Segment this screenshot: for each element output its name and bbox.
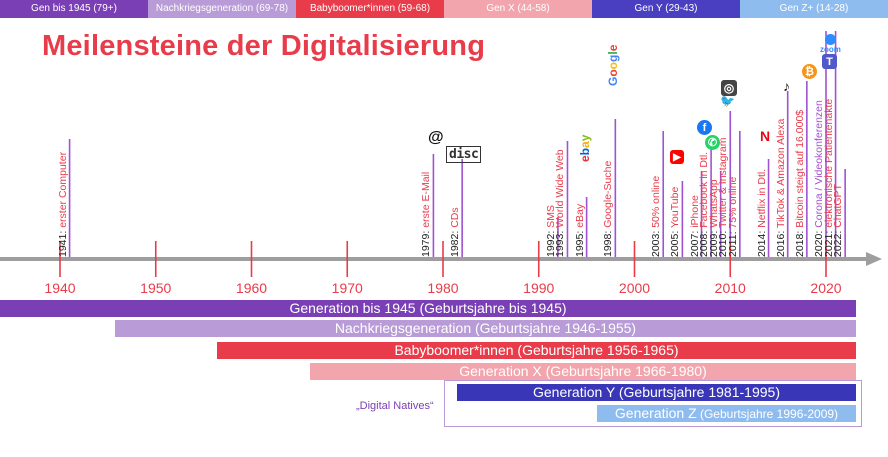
legend-segment-1: Nachkriegsgeneration (69-78): [148, 0, 296, 18]
legend-segment-3: Gen X (44-58): [444, 0, 592, 18]
event-text: erster Computer: [56, 151, 69, 228]
event-label-1979: 1979: erste E-Mail: [420, 171, 433, 257]
event-text: CDs: [449, 207, 462, 228]
event-label-2011: 2011: 75% online: [726, 176, 739, 257]
event-text: Google-Suche: [602, 160, 615, 228]
event-year: 2018: [793, 233, 806, 257]
event-text: Netflix in Dtl.: [755, 168, 768, 228]
event-label-2014: 2014: Netflix in Dtl.: [755, 168, 768, 257]
generation-bar-2: Babyboomer*innen (Geburtsjahre 1956-1965…: [217, 342, 856, 359]
page-title: Meilensteine der Digitalisierung: [42, 30, 486, 62]
tick-label-1950: 1950: [140, 280, 171, 296]
event-label-2005: 2005: YouTube: [669, 186, 682, 257]
event-year: 1993: [554, 233, 567, 257]
legend-segment-5: Gen Z+ (14-28): [740, 0, 888, 18]
event-year: 1982: [449, 233, 462, 257]
event-label-1993: 1993: World Wide Web: [554, 149, 567, 257]
bitcoin-icon: ₿: [802, 64, 817, 79]
netflix-icon: N: [760, 128, 771, 144]
tick-label-2010: 2010: [715, 280, 746, 296]
generation-bar-label: Generation Y (Geburtsjahre 1981-1995): [533, 384, 780, 400]
event-label-2003: 2003: 50% online: [650, 175, 663, 257]
event-year: 2003: [650, 233, 663, 257]
instagram-icon: ◎: [721, 80, 737, 96]
event-text: TikTok & Amazon Alexa: [774, 118, 787, 228]
legend-segment-2: Babyboomer*innen (59-68): [296, 0, 444, 18]
event-label-1982: 1982: CDs: [449, 207, 462, 257]
tick-label-1980: 1980: [427, 280, 458, 296]
event-text: erste E-Mail: [420, 171, 433, 228]
youtube-icon: ▶: [670, 150, 684, 164]
digital-natives-label: „Digital Natives“: [356, 400, 434, 412]
whatsapp-icon: ✆: [705, 135, 720, 150]
generation-bar-label: Generation Z: [614, 405, 697, 421]
generation-bar-0: Generation bis 1945 (Geburtsjahre bis 19…: [0, 300, 856, 317]
generation-bar-label: Generation X (Geburtsjahre 1966-1980): [459, 363, 707, 379]
tick-label-1990: 1990: [523, 280, 554, 296]
tick-label-1970: 1970: [332, 280, 363, 296]
event-year: 1941: [56, 233, 69, 257]
axis-arrow-head: [866, 252, 882, 266]
generation-bar-sublabel: (Geburtsjahre 1996-2009): [696, 407, 839, 421]
generation-bar-label: Babyboomer*innen (Geburtsjahre 1956-1965…: [394, 342, 679, 358]
event-year: 2005: [669, 233, 682, 257]
event-year: 2014: [755, 233, 768, 257]
event-year: 1998: [602, 233, 615, 257]
event-text: World Wide Web: [554, 149, 567, 228]
legend-segment-4: Gen Y (29-43): [592, 0, 740, 18]
event-label-1995: 1995: eBay: [573, 203, 586, 257]
event-text: ChatGPT: [832, 184, 845, 228]
event-label-1941: 1941: erster Computer: [56, 151, 69, 257]
event-label-2018: 2018: Bitcoin steigt auf 16.000$: [793, 109, 806, 257]
event-year: 2016: [774, 233, 787, 257]
event-text: 50% online: [650, 175, 663, 228]
event-label-1998: 1998: Google-Suche: [602, 160, 615, 257]
at-icon: @: [428, 129, 444, 146]
legend-segment-0: Gen bis 1945 (79+): [0, 0, 148, 18]
generation-bar-1: Nachkriegsgeneration (Geburtsjahre 1946-…: [115, 320, 856, 337]
generation-bar-5: Generation Z (Geburtsjahre 1996-2009): [597, 405, 856, 422]
event-text: eBay: [573, 203, 586, 228]
event-year: 2011: [726, 234, 739, 257]
digital-natives-frame: [444, 380, 862, 427]
zoom-icon: zoom: [820, 34, 841, 54]
tick-label-2020: 2020: [810, 280, 841, 296]
tick-label-1960: 1960: [236, 280, 267, 296]
tick-label-1940: 1940: [44, 280, 75, 296]
event-year: 1995: [573, 233, 586, 257]
twitter-icon: 🐦: [720, 94, 735, 108]
generation-legend-bar: Gen bis 1945 (79+) Nachkriegsgeneration (…: [0, 0, 888, 18]
teams-icon: T: [822, 54, 837, 69]
event-text: YouTube: [669, 186, 682, 228]
event-label-2016: 2016: TikTok & Amazon Alexa: [774, 118, 787, 257]
event-text: Bitcoin steigt auf 16.000$: [793, 109, 806, 228]
event-year: 1979: [420, 233, 433, 257]
event-label-2022: 2022: ChatGPT: [832, 184, 845, 257]
generation-bar-label: Nachkriegsgeneration (Geburtsjahre 1946-…: [334, 320, 637, 336]
generation-bar-3: Generation X (Geburtsjahre 1966-1980): [310, 363, 856, 380]
tick-label-2000: 2000: [619, 280, 650, 296]
event-year: 2022: [832, 233, 845, 257]
event-text: 75% online: [726, 176, 739, 229]
compact-disc-icon: disc: [446, 146, 482, 163]
tiktok-icon: ♪: [783, 78, 790, 94]
generation-bar-label: Generation bis 1945 (Geburtsjahre bis 19…: [289, 300, 567, 316]
facebook-icon: f: [697, 120, 712, 135]
generation-bar-4: Generation Y (Geburtsjahre 1981-1995): [457, 384, 856, 401]
